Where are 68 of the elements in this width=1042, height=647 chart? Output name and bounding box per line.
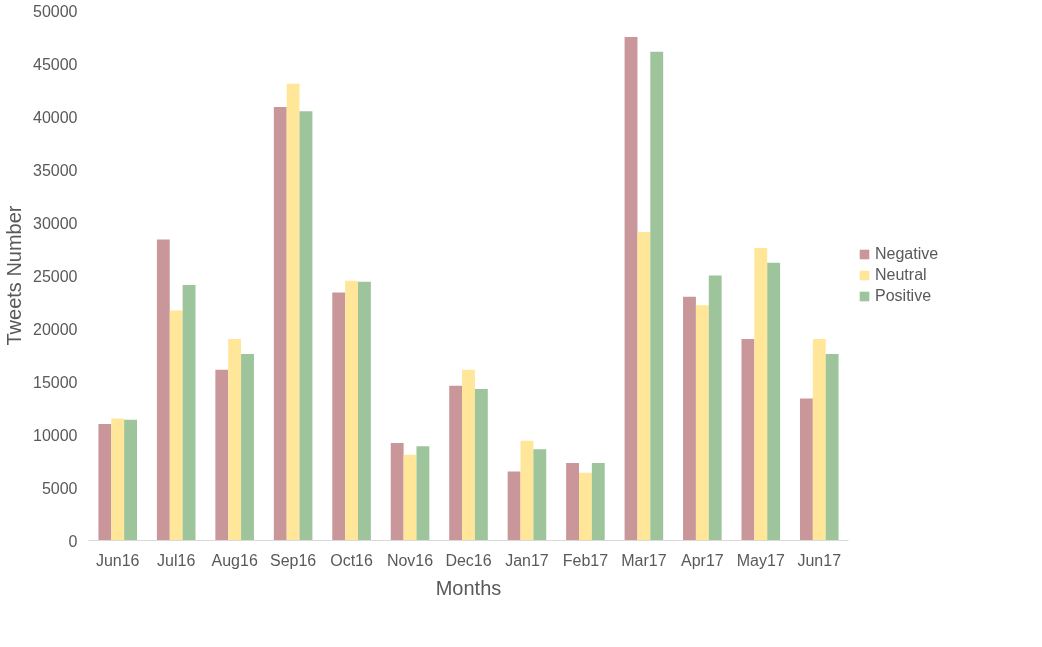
y-tick-label: 50000: [33, 2, 78, 20]
y-tick-label: 0: [68, 532, 78, 550]
x-tick-label: Nov16: [386, 551, 434, 569]
bar: [637, 232, 651, 541]
x-tick-label: Aug16: [211, 551, 258, 569]
bar: [449, 385, 463, 541]
bar: [812, 339, 826, 541]
x-tick-label: Jun16: [95, 551, 140, 569]
bar: [754, 247, 768, 541]
y-tick-label: 40000: [33, 108, 78, 126]
x-tick-label: Oct16: [330, 551, 374, 569]
bar: [182, 285, 196, 541]
y-tick-label: 10000: [33, 426, 78, 444]
legend-label: Neutral: [875, 266, 927, 284]
bar: [624, 37, 638, 541]
bar: [390, 442, 404, 541]
x-tick-label: Feb17: [562, 551, 609, 569]
bar: [566, 463, 579, 541]
y-tick-label: 30000: [33, 214, 78, 232]
x-tick-label: Jul16: [157, 551, 196, 569]
bar: [358, 281, 371, 541]
y-tick-label: 35000: [33, 161, 78, 179]
bar: [403, 454, 417, 541]
x-tick-label: Mar17: [621, 551, 667, 569]
bar: [533, 449, 547, 541]
bar: [799, 398, 813, 541]
bar: [708, 275, 722, 541]
bar: [332, 292, 346, 541]
bar: [767, 262, 781, 541]
bar: [111, 418, 125, 541]
bar: [695, 305, 709, 541]
x-tick-label: May17: [736, 551, 785, 569]
bar: [299, 111, 313, 541]
y-axis-title: Tweets Number: [3, 205, 26, 346]
bar: [825, 353, 839, 541]
y-tick-label: 20000: [33, 320, 78, 338]
bar: [273, 106, 287, 541]
bar: [215, 369, 229, 541]
bar: [507, 471, 521, 541]
legend-label: Negative: [875, 245, 939, 263]
bar: [474, 388, 488, 541]
y-tick-label: 5000: [41, 479, 78, 497]
bar: [286, 83, 300, 541]
bar: [169, 310, 183, 541]
x-axis-title: Months: [435, 576, 502, 599]
x-tick-label: Jun17: [797, 551, 842, 569]
x-tick-label: Sep16: [269, 551, 317, 569]
legend-label: Positive: [875, 287, 932, 305]
x-tick-label: Apr17: [681, 551, 724, 569]
bar: [591, 463, 605, 541]
bar: [416, 446, 430, 541]
bar: [741, 339, 755, 541]
y-tick-label: 15000: [33, 373, 78, 391]
bar: [578, 472, 592, 541]
bar: [462, 369, 475, 541]
bar: [156, 239, 170, 541]
bar: [650, 51, 664, 541]
y-tick-label: 45000: [33, 55, 78, 73]
y-tick-label: 25000: [33, 267, 78, 285]
bar: [228, 339, 242, 541]
bar: [683, 296, 696, 541]
bar: [98, 423, 112, 541]
x-tick-label: Dec16: [445, 551, 492, 569]
x-tick-label: Jan17: [505, 551, 549, 569]
bar: [345, 280, 359, 541]
bar: [241, 353, 254, 541]
bar: [124, 419, 138, 541]
bar: [520, 440, 534, 541]
